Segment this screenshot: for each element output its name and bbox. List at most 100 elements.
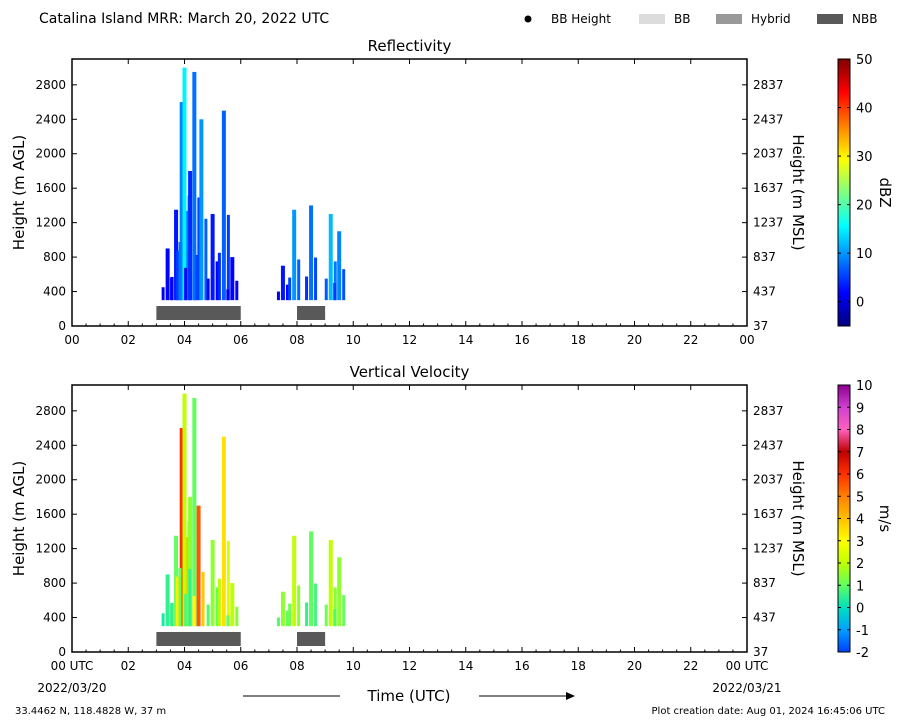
vertical-velocity-y-axis-label: Height (m AGL) xyxy=(10,461,28,576)
vertical-velocity-x-tick-label: 06 xyxy=(233,659,248,673)
legend-swatch-bb xyxy=(639,14,665,24)
reflectivity-echo-column xyxy=(217,252,221,301)
reflectivity-echo-column xyxy=(195,254,199,301)
vertical-velocity-colorbar-tick-label: 5 xyxy=(856,490,864,505)
reflectivity-x-tick-label: 06 xyxy=(233,333,248,347)
reflectivity-y-axis-label: Height (m AGL) xyxy=(10,135,28,250)
reflectivity-y-tick-label-right: 2437 xyxy=(753,112,784,126)
reflectivity-echo-column xyxy=(165,248,170,301)
vertical-velocity-echo-column xyxy=(328,540,333,627)
vertical-velocity-echo-column xyxy=(184,593,188,627)
vertical-velocity-colorbar-tick-label: 6 xyxy=(856,468,864,483)
vertical-velocity-x-tick-label: 20 xyxy=(627,659,642,673)
vertical-velocity-echo-column xyxy=(210,540,215,627)
vertical-velocity-x-tick-label: 10 xyxy=(346,659,361,673)
reflectivity-echo-column xyxy=(179,102,184,301)
vertical-velocity-echo-column xyxy=(182,393,187,627)
vertical-velocity-y-tick-label: 2400 xyxy=(35,438,66,452)
legend-label-hybrid: Hybrid xyxy=(751,12,791,26)
reflectivity-echo-column xyxy=(178,242,182,301)
legend-swatch-hybrid xyxy=(716,14,742,24)
reflectivity-x-tick-label: 22 xyxy=(683,333,698,347)
vertical-velocity-x-tick-label: 00 UTC xyxy=(51,659,94,673)
reflectivity-echo-column xyxy=(221,110,226,301)
reflectivity-echo-column xyxy=(199,119,204,301)
vertical-velocity-echo-column xyxy=(165,574,170,627)
vertical-velocity-y-tick-label-right: 1637 xyxy=(753,507,784,521)
vertical-velocity-y-tick-label: 2000 xyxy=(35,473,66,487)
vertical-velocity-echo-column xyxy=(178,568,182,627)
reflectivity-echo-column xyxy=(175,250,179,301)
reflectivity-y-tick-label-right: 2837 xyxy=(753,78,784,92)
vertical-velocity-echo-column xyxy=(276,617,280,627)
vertical-velocity-y-tick-label: 400 xyxy=(43,611,66,625)
reflectivity-echo-column xyxy=(276,291,280,301)
reflectivity-echo-column xyxy=(333,261,337,301)
reflectivity-y-tick-label-right: 1237 xyxy=(753,216,784,230)
reflectivity-x-tick-label: 04 xyxy=(177,333,192,347)
reflectivity-echo-column xyxy=(324,278,328,301)
vertical-velocity-echo-column xyxy=(226,540,230,627)
vertical-velocity-x-tick-label: 08 xyxy=(289,659,304,673)
vertical-velocity-echo-column xyxy=(170,603,174,627)
reflectivity-echo-column xyxy=(188,243,192,301)
vertical-velocity-x-tick-label: 12 xyxy=(402,659,417,673)
reflectivity-y-tick-label: 1600 xyxy=(35,181,66,195)
reflectivity-x-tick-label: 00 xyxy=(739,333,754,347)
reflectivity-colorbar-tick-label: 30 xyxy=(856,150,873,165)
vertical-velocity-colorbar-tick-label: 3 xyxy=(856,535,864,550)
vertical-velocity-echo-column xyxy=(309,531,314,627)
vertical-velocity-echo-column xyxy=(333,608,337,627)
reflectivity-x-tick-label: 20 xyxy=(627,333,642,347)
vertical-velocity-colorbar-tick-label: 2 xyxy=(856,557,864,572)
vertical-velocity-colorbar-tick-label: 1 xyxy=(856,579,864,594)
legend-bb-height-dot xyxy=(524,15,532,23)
vertical-velocity-colorbar-label: m/s xyxy=(876,505,894,533)
vertical-velocity-nbb-bar xyxy=(156,632,241,646)
reflectivity-echo-column xyxy=(297,259,301,301)
vertical-velocity-echo-column xyxy=(342,595,346,627)
vertical-velocity-x-tick-label: 04 xyxy=(177,659,192,673)
reflectivity-nbb-bar xyxy=(297,306,326,320)
reflectivity-echo-column xyxy=(309,205,314,301)
reflectivity-y-tick-label: 0 xyxy=(58,319,66,333)
reflectivity-colorbar-tick-label: 0 xyxy=(856,296,864,311)
reflectivity-echo-column xyxy=(170,277,174,301)
vertical-velocity-colorbar-tick-label: -2 xyxy=(856,646,869,661)
reflectivity-y-tick-label-right: 2037 xyxy=(753,147,784,161)
vertical-velocity-colorbar-tick-label: 8 xyxy=(856,424,864,439)
vertical-velocity-echo-column xyxy=(192,596,196,627)
vertical-velocity-echo-column xyxy=(221,436,226,627)
reflectivity-echo-column xyxy=(280,265,285,301)
legend-label-bb-height: BB Height xyxy=(551,12,611,26)
vertical-velocity-echo-column xyxy=(175,576,179,627)
vertical-velocity-echo-column xyxy=(288,603,292,627)
reflectivity-echo-column xyxy=(333,282,337,301)
reflectivity-echo-column xyxy=(184,267,188,301)
vertical-velocity-y-tick-label-right: 2837 xyxy=(753,404,784,418)
vertical-velocity-x-tick-label: 02 xyxy=(121,659,136,673)
reflectivity-echo-column xyxy=(182,67,187,301)
reflectivity-x-tick-label: 08 xyxy=(289,333,304,347)
reflectivity-echo-column xyxy=(204,218,208,301)
vertical-velocity-colorbar-tick-label: -1 xyxy=(856,624,869,639)
vertical-velocity-y-tick-label: 1200 xyxy=(35,542,66,556)
reflectivity-x-tick-label: 18 xyxy=(571,333,586,347)
reflectivity-colorbar-tick-label: 20 xyxy=(856,199,873,214)
reflectivity-colorbar-tick-label: 40 xyxy=(856,102,873,117)
reflectivity-echo-column xyxy=(328,214,333,301)
vertical-velocity-y-tick-label-right: 37 xyxy=(753,645,768,659)
reflectivity-echo-column xyxy=(288,277,292,301)
vertical-velocity-y-tick-label: 0 xyxy=(58,645,66,659)
reflectivity-echo-column xyxy=(292,209,297,301)
reflectivity-echo-column xyxy=(305,276,309,301)
reflectivity-echo-column xyxy=(188,170,193,301)
vertical-velocity-echo-column xyxy=(206,604,210,627)
reflectivity-colorbar-label: dBZ xyxy=(876,177,894,207)
vertical-velocity-echo-column xyxy=(333,587,337,627)
reflectivity-y-tick-label-right: 1637 xyxy=(753,181,784,195)
end-date-label: 2022/03/21 xyxy=(712,681,781,695)
vertical-velocity-x-tick-label: 22 xyxy=(683,659,698,673)
legend-swatch-nbb xyxy=(817,14,843,24)
